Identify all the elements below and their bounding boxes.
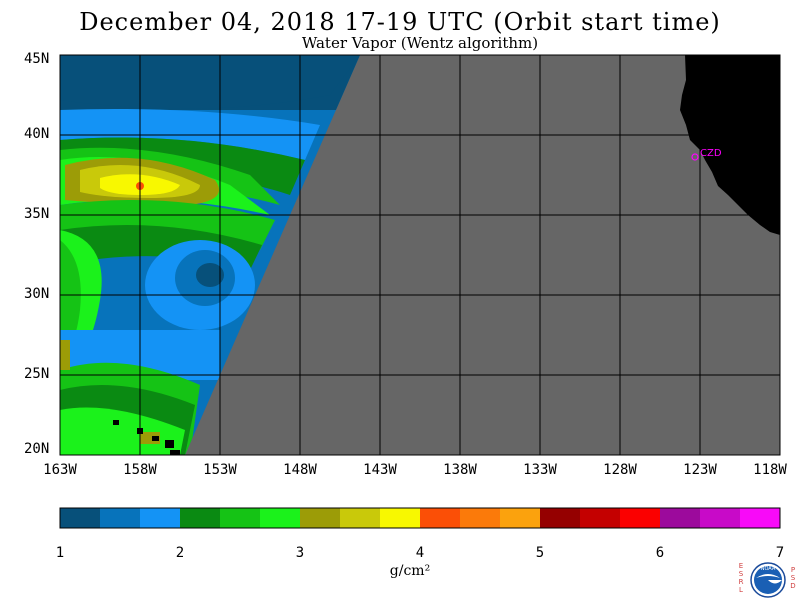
station-marker: CZD [691,148,722,161]
colorbar-frame [59,507,781,529]
colorbar-segment [620,508,661,528]
colorbar-segment [100,508,141,528]
logo-letter-s: S [738,570,744,578]
colorbar-segment [300,508,341,528]
lat-label-35n: 35N [24,206,50,222]
logo-letter-p: P [790,566,796,574]
noaa-emblem-icon: NOAA [750,562,786,598]
lat-label-45n: 45N [24,51,50,67]
colorbar-segment [540,508,581,528]
colorbar-segment [380,508,421,528]
colorbar-tick-5: 5 [535,545,545,561]
colorbar-segment [420,508,461,528]
colorbar-segment [740,508,781,528]
station-label: CZD [700,148,722,159]
lon-label-128w: 128W [603,462,637,478]
map-frame [59,54,781,456]
colorbar [60,508,781,528]
colorbar-segment [340,508,381,528]
colorbar-tick-2: 2 [175,545,185,561]
land-mass [680,55,780,235]
lat-label-30n: 30N [24,286,50,302]
colorbar-segment [460,508,501,528]
colorbar-tick-4: 4 [415,545,425,561]
lat-label-20n: 20N [24,441,50,457]
colorbar-segment [700,508,741,528]
lon-label-118w: 118W [753,462,787,478]
lat-label-25n: 25N [24,366,50,382]
colorbar-segment [580,508,621,528]
logo-letter-d: D [790,582,796,590]
lat-label-40n: 40N [24,126,50,142]
logo-letter-s2: S [790,574,796,582]
lon-label-148w: 148W [283,462,317,478]
lon-label-153w: 153W [203,462,237,478]
colorbar-tick-3: 3 [295,545,305,561]
map-subtitle: Water Vapor (Wentz algorithm) [301,34,539,52]
svg-text:NOAA: NOAA [761,566,776,572]
lon-label-123w: 123W [683,462,717,478]
map-title: December 04, 2018 17-19 UTC (Orbit start… [79,8,721,36]
lat-lon-grid [60,55,780,455]
lon-label-133w: 133W [523,462,557,478]
colorbar-units: g/cm² [389,563,431,579]
colorbar-tick-7: 7 [775,545,785,561]
colorbar-segment [180,508,221,528]
noaa-logo: E S R L NOAA P S D [737,560,799,600]
lon-label-143w: 143W [363,462,397,478]
colorbar-segment [500,508,541,528]
colorbar-segment [260,508,301,528]
colorbar-segment [220,508,261,528]
colorbar-segment [660,508,701,528]
lon-label-158w: 158W [123,462,157,478]
lon-label-138w: 138W [443,462,477,478]
lon-label-163w: 163W [43,462,77,478]
logo-letter-l: L [739,586,743,594]
logo-letter-e: E [738,562,744,570]
colorbar-tick-1: 1 [55,545,65,561]
colorbar-segment [60,508,101,528]
colorbar-segment [140,508,181,528]
colorbar-tick-6: 6 [655,545,665,561]
logo-letter-r: R [738,578,744,586]
